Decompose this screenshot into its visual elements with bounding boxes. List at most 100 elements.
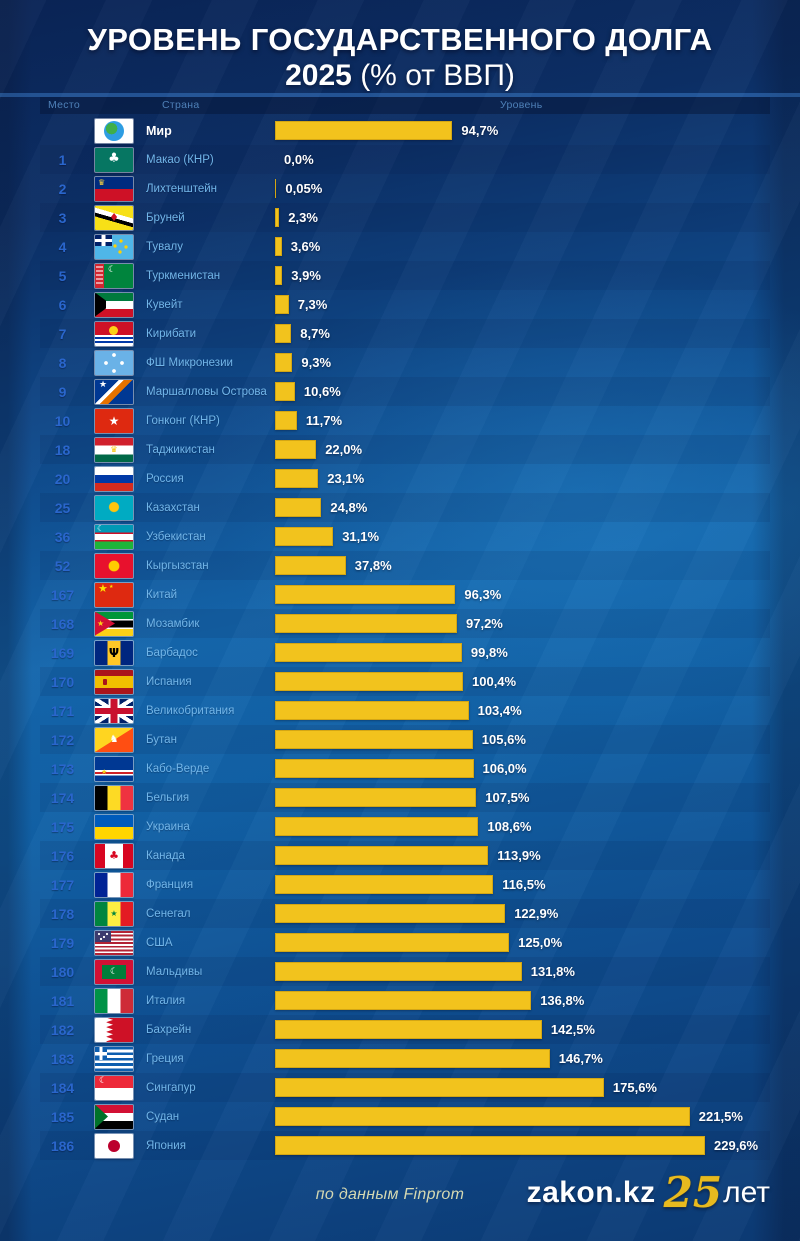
table-row: 177 Франция 116,5% bbox=[40, 870, 770, 899]
uk-flag-icon bbox=[95, 698, 133, 723]
bar-track: 0,05% bbox=[275, 179, 770, 199]
debt-bar bbox=[275, 1020, 542, 1039]
table-row: 4 Тувалу 3,6% bbox=[40, 232, 770, 261]
country-name: Барбадос bbox=[146, 646, 198, 659]
value-label: 221,5% bbox=[698, 1109, 743, 1124]
spain-flag-icon bbox=[95, 669, 133, 694]
bar-track: 2,3% bbox=[275, 208, 770, 228]
rank-cell: 182 bbox=[50, 1021, 75, 1038]
rank-cell: 20 bbox=[54, 470, 71, 487]
value-label: 0,0% bbox=[284, 152, 314, 167]
mozambique-flag-icon bbox=[95, 611, 133, 636]
value-label: 100,4% bbox=[472, 674, 517, 689]
rank-cell: 171 bbox=[50, 702, 75, 719]
bar-track: 131,8% bbox=[275, 962, 770, 982]
table-row: 180 Мальдивы 131,8% bbox=[40, 957, 770, 986]
country-name: Судан bbox=[146, 1110, 180, 1123]
country-name: Франция bbox=[146, 878, 194, 891]
debt-bar bbox=[275, 817, 479, 836]
bar-track: 175,6% bbox=[275, 1078, 770, 1098]
kazakhstan-flag-icon bbox=[95, 495, 133, 520]
debt-table: Место Страна Уровень Мир 94,7% 1 Макао (КНР… bbox=[0, 93, 800, 1160]
country-name: Украина bbox=[146, 820, 190, 833]
bar-track: 108,6% bbox=[275, 817, 770, 837]
debt-bar bbox=[275, 556, 346, 575]
debt-bar bbox=[275, 498, 322, 517]
country-name: Узбекистан bbox=[146, 530, 206, 543]
bar-track: 3,6% bbox=[275, 237, 770, 257]
world-flag-icon bbox=[95, 118, 133, 143]
value-label: 136,8% bbox=[540, 993, 585, 1008]
value-label: 146,7% bbox=[558, 1051, 603, 1066]
japan-flag-icon bbox=[95, 1133, 133, 1158]
table-row: 36 Узбекистан 31,1% bbox=[40, 522, 770, 551]
value-label: 116,5% bbox=[502, 877, 546, 892]
table-row: 5 Туркменистан 3,9% bbox=[40, 261, 770, 290]
debt-bar bbox=[275, 701, 469, 720]
table-row: 173 Кабо-Верде 106,0% bbox=[40, 754, 770, 783]
country-name: Маршалловы Острова bbox=[146, 385, 267, 398]
table-row: 18 Таджикистан 22,0% bbox=[40, 435, 770, 464]
header-level: Уровень bbox=[500, 99, 543, 111]
rank-cell: 176 bbox=[50, 847, 75, 864]
france-flag-icon bbox=[95, 872, 133, 897]
value-label: 103,4% bbox=[477, 703, 522, 718]
china-flag-icon bbox=[95, 582, 133, 607]
table-row: 184 Сингапур 175,6% bbox=[40, 1073, 770, 1102]
table-row: 181 Италия 136,8% bbox=[40, 986, 770, 1015]
country-name: Таджикистан bbox=[146, 443, 215, 456]
table-row: 167 Китай 96,3% bbox=[40, 580, 770, 609]
title-subtitle: (% от ВВП) bbox=[351, 58, 515, 92]
table-row: 183 Греция 146,7% bbox=[40, 1044, 770, 1073]
rank-cell: 175 bbox=[50, 818, 75, 835]
country-name: Кабо-Верде bbox=[146, 762, 210, 775]
uzbekistan-flag-icon bbox=[95, 524, 133, 549]
country-name: Мальдивы bbox=[146, 965, 203, 978]
table-row: 6 Кувейт 7,3% bbox=[40, 290, 770, 319]
kiribati-flag-icon bbox=[95, 321, 133, 346]
value-label: 11,7% bbox=[305, 413, 343, 428]
bar-track: 122,9% bbox=[275, 904, 770, 924]
debt-bar bbox=[275, 1049, 550, 1068]
value-label: 37,8% bbox=[354, 558, 392, 573]
greece-flag-icon bbox=[95, 1046, 133, 1071]
value-label: 108,6% bbox=[487, 819, 532, 834]
value-label: 229,6% bbox=[714, 1138, 759, 1153]
bar-track: 37,8% bbox=[275, 556, 770, 576]
country-name: Гонконг (КНР) bbox=[146, 414, 220, 427]
tajikistan-flag-icon bbox=[95, 437, 133, 462]
bar-track: 8,7% bbox=[275, 324, 770, 344]
bar-track: 106,0% bbox=[275, 759, 770, 779]
table-row: 175 Украина 108,6% bbox=[40, 812, 770, 841]
bar-track: 105,6% bbox=[275, 730, 770, 750]
logo-site-name: zakon.kz bbox=[526, 1176, 656, 1209]
table-row: 172 Бутан 105,6% bbox=[40, 725, 770, 754]
rank-cell: 10 bbox=[54, 412, 71, 429]
bar-track: 113,9% bbox=[275, 846, 770, 866]
country-name: Греция bbox=[146, 1052, 184, 1065]
rank-cell: 170 bbox=[50, 673, 75, 690]
title-year: 2025 bbox=[285, 58, 352, 92]
debt-bar bbox=[275, 875, 494, 894]
value-label: 3,9% bbox=[291, 268, 321, 283]
bar-track: 11,7% bbox=[275, 411, 770, 431]
country-name: Тувалу bbox=[146, 240, 183, 253]
value-label: 105,6% bbox=[481, 732, 526, 747]
senegal-flag-icon bbox=[95, 901, 133, 926]
table-row: 182 Бахрейн 142,5% bbox=[40, 1015, 770, 1044]
country-name: Мозамбик bbox=[146, 617, 200, 630]
rank-cell: 3 bbox=[58, 209, 67, 226]
rank-cell: 184 bbox=[50, 1079, 75, 1096]
bar-track: 229,6% bbox=[275, 1136, 770, 1156]
rank-cell: 183 bbox=[50, 1050, 75, 1067]
bar-track: 136,8% bbox=[275, 991, 770, 1011]
table-row: 25 Казахстан 24,8% bbox=[40, 493, 770, 522]
debt-bar bbox=[275, 1078, 604, 1097]
ukraine-flag-icon bbox=[95, 814, 133, 839]
title-line2: 2025 (% от ВВП) bbox=[0, 58, 800, 94]
tuvalu-flag-icon bbox=[95, 234, 133, 259]
country-name: США bbox=[146, 936, 173, 949]
debt-bar bbox=[275, 353, 293, 372]
country-name: Мир bbox=[146, 123, 172, 138]
